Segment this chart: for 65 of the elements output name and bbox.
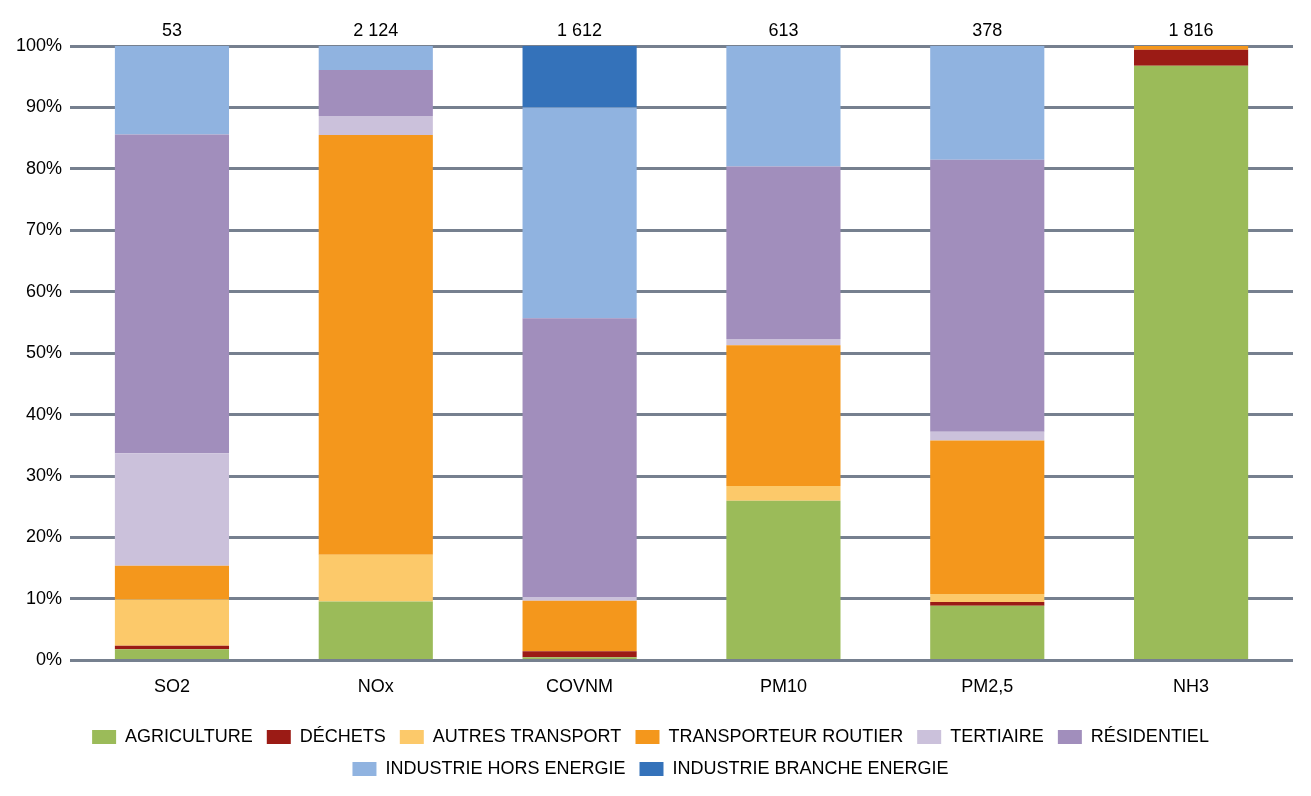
bar — [1134, 65, 1249, 659]
bar — [930, 594, 1045, 603]
y-tick-label: 10% — [26, 587, 63, 608]
bar — [726, 46, 841, 167]
y-tick-label: 100% — [15, 34, 63, 55]
legend-label: AGRICULTURE — [125, 725, 253, 746]
annotation: 613 — [768, 19, 799, 40]
bar — [114, 46, 230, 135]
bar — [726, 485, 841, 501]
x-tick-label: PM2,5 — [961, 676, 1014, 697]
bar — [930, 602, 1045, 606]
bar — [726, 345, 841, 486]
y-tick-label: 20% — [26, 526, 63, 547]
y-tick-label: 50% — [26, 342, 63, 363]
bar — [114, 649, 230, 659]
x-tick-label: SO2 — [153, 676, 190, 697]
bar — [522, 597, 637, 601]
x-tick-label: NOx — [357, 676, 394, 697]
y-tick-label: 30% — [26, 465, 63, 486]
legend-label: AUTRES TRANSPORT — [432, 725, 622, 746]
legend-label: TRANSPORTEUR ROUTIER — [668, 725, 904, 746]
x-tick-label: NH3 — [1173, 676, 1210, 697]
bar — [726, 339, 841, 346]
x-tick-label: COVNM — [546, 676, 614, 697]
y-tick-label: 70% — [26, 219, 63, 240]
bar — [930, 46, 1045, 160]
bar — [726, 166, 841, 340]
legend-label: DÉCHETS — [299, 725, 386, 746]
x-tick-label: PM10 — [759, 676, 807, 697]
legend-label: TERTIAIRE — [950, 725, 1044, 746]
annotation: 1 612 — [557, 19, 603, 40]
bar — [522, 318, 637, 598]
bar — [726, 500, 841, 659]
y-tick-label: 0% — [36, 649, 63, 670]
bar — [114, 134, 230, 454]
y-tick-label: 40% — [26, 403, 63, 424]
legend-label: INDUSTRIE HORS ENERGIE — [385, 757, 626, 778]
bar — [522, 46, 637, 108]
bar — [114, 453, 230, 566]
annotation: 53 — [161, 19, 182, 40]
bar — [318, 116, 433, 136]
bar — [318, 46, 433, 70]
bar — [930, 440, 1045, 595]
bar — [1134, 46, 1249, 50]
bar — [522, 107, 637, 319]
annotation: 1 816 — [1168, 19, 1214, 40]
bar — [318, 135, 433, 555]
bar — [1134, 49, 1249, 66]
y-tick-label: 80% — [26, 157, 63, 178]
bar — [930, 431, 1045, 441]
bar — [318, 554, 433, 602]
bar — [114, 565, 230, 600]
annotation: 378 — [972, 19, 1003, 40]
bar — [930, 159, 1045, 432]
bar — [522, 600, 637, 652]
bar — [522, 651, 637, 658]
legend-label: INDUSTRIE BRANCHE ENERGIE — [672, 757, 949, 778]
legend-label: RÉSIDENTIEL — [1090, 725, 1209, 746]
annotation: 2 124 — [353, 19, 399, 40]
y-tick-label: 60% — [26, 280, 63, 301]
bar — [318, 601, 433, 659]
bar — [318, 69, 433, 117]
y-tick-label: 90% — [26, 96, 63, 117]
bar — [930, 605, 1045, 659]
bar — [114, 599, 230, 646]
